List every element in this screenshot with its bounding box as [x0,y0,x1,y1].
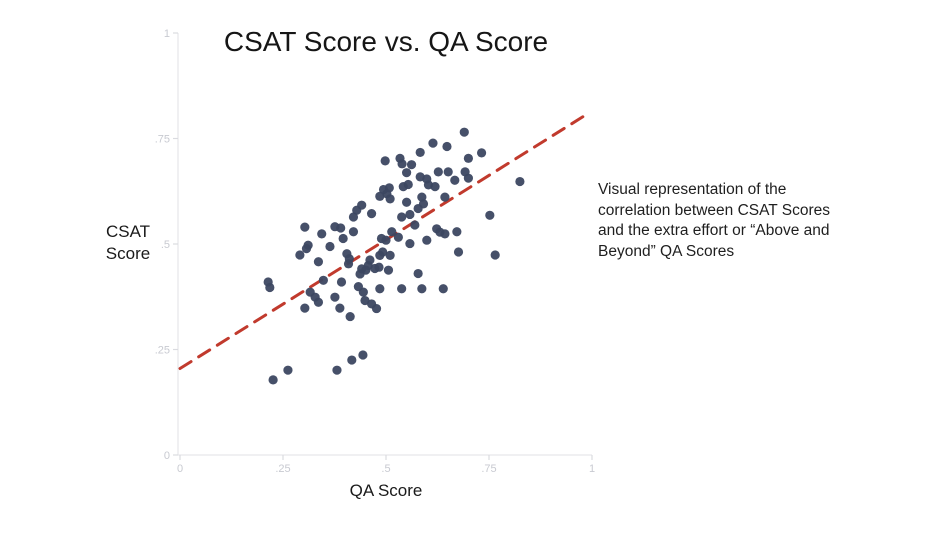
scatter-point [347,355,357,365]
chart-title: CSAT Score vs. QA Score [223,26,549,57]
scatter-point [375,284,385,294]
scatter-point [300,303,310,313]
scatter-point [283,365,293,375]
scatter-point [385,250,395,260]
scatter-point [393,232,403,242]
scatter-point [330,292,340,302]
scatter-point [450,175,460,185]
scatter-point [317,229,327,239]
scatter-point [459,127,469,137]
scatter-point [476,148,487,158]
scatter-point [371,303,382,314]
scatter-point [336,223,346,233]
scatter-point [355,269,365,279]
y-tick-label: 1 [164,28,170,40]
scatter-point [515,176,525,187]
y-tick-label: .25 [155,345,170,357]
scatter-point [402,197,412,207]
scatter-point [366,209,377,219]
x-tick-label: 1 [589,463,595,475]
scatter-point [300,222,310,232]
scatter-point [268,375,278,385]
scatter-point [336,277,347,287]
x-tick-label: .25 [275,463,290,475]
scatter-point [374,262,384,272]
annotation-text: Visual representation of the correlation… [598,181,831,260]
scatter-point [397,159,407,169]
scatter-point [381,235,391,245]
x-axis-title: QA Score [349,481,423,500]
scatter-point [348,227,359,237]
scatter-point [385,194,395,204]
scatter-point [380,156,390,166]
scatter-point [358,287,368,297]
scatter-point [453,247,464,257]
scatter-point [442,141,452,152]
scatter-point [397,212,407,222]
scatter-point [433,167,443,177]
scatter-point [358,350,368,360]
scatter-point [443,167,453,177]
scatter-point [430,182,440,192]
scatter-point [490,250,500,260]
scatter-point [332,365,342,375]
scatter-point [318,275,328,285]
x-tick-label: 0 [177,463,183,475]
scatter-point [335,303,345,313]
scatter-point [406,160,417,170]
scatter-point [415,147,425,158]
scatter-point [375,191,385,201]
scatter-point [325,241,335,252]
scatter-point [438,284,448,294]
scatter-point [295,250,305,260]
scatter-point [413,268,423,279]
y-tick-label: .5 [161,239,170,251]
y-axis-title: CSAT Score [105,222,151,263]
scatter-point [387,227,397,237]
scatter-point [338,233,348,244]
scatter-point [383,265,394,275]
scatter-point [397,284,407,294]
scatter-point [440,229,450,239]
y-tick-label: .75 [155,134,170,146]
x-tick-label: .5 [381,463,390,475]
scatter-point [345,311,355,322]
scatter-point [405,238,415,249]
scatter-point [313,257,324,267]
scatter-point [313,297,324,307]
scatter-point [413,203,423,214]
scatter-point [440,192,450,202]
scatter-point [452,227,462,237]
scatter-point [463,153,473,163]
scatter-point [375,250,385,260]
scatter-point [403,179,413,190]
scatter-point [428,138,438,148]
y-tick-label: 0 [164,450,170,462]
x-tick-label: .75 [481,463,496,475]
scatter-point [265,282,275,293]
scatter-point [410,220,420,230]
scatter-point [402,168,412,178]
scatter-point [301,244,312,254]
scatter-point [417,284,427,294]
scatter-point [348,212,359,222]
scatter-point [485,210,495,220]
scatter-point [405,209,415,220]
scatter-point [422,235,432,245]
scatter-point [343,259,354,269]
scatter-point [463,173,473,183]
